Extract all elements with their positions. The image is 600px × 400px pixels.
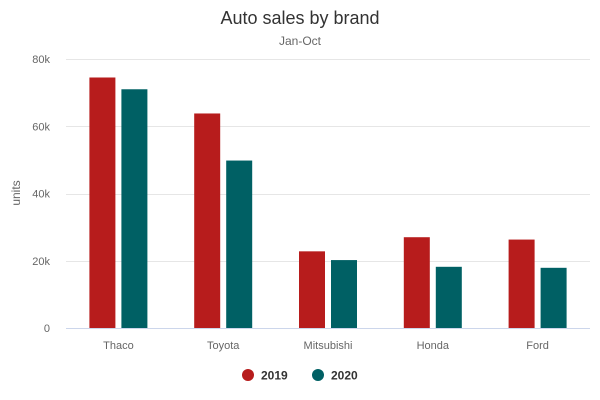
chart-title: Auto sales by brand xyxy=(220,8,379,28)
legend-item-2020[interactable]: 2020 xyxy=(312,369,358,383)
y-tick-label: 20k xyxy=(32,256,50,268)
x-tick-label: Mitsubishi xyxy=(304,340,353,352)
gridlines xyxy=(66,59,590,329)
x-tick-label: Ford xyxy=(526,340,549,352)
bar-honda-2019[interactable] xyxy=(403,237,430,328)
x-tick-label: Honda xyxy=(417,340,450,352)
legend-marker xyxy=(312,369,324,381)
legend: 2019 2020 xyxy=(242,369,358,383)
y-tick-label: 60k xyxy=(32,121,50,133)
legend-label: 2020 xyxy=(331,369,358,383)
bar-mitsubishi-2019[interactable] xyxy=(299,251,325,328)
y-axis-title: units xyxy=(9,180,23,205)
bar-ford-2019[interactable] xyxy=(508,239,535,328)
y-axis-ticks: 0 20k 40k 60k 80k xyxy=(32,54,50,335)
legend-item-2019[interactable]: 2019 xyxy=(242,369,288,383)
y-tick-label: 0 xyxy=(44,323,50,335)
chart-subtitle: Jan-Oct xyxy=(279,34,322,48)
bar-thaco-2019[interactable] xyxy=(89,77,116,329)
y-tick-label: 40k xyxy=(32,189,50,201)
y-tick-label: 80k xyxy=(32,54,50,66)
bar-mitsubishi-2020[interactable] xyxy=(331,260,357,328)
bar-honda-2020[interactable] xyxy=(435,266,462,328)
legend-label: 2019 xyxy=(261,369,288,383)
bar-thaco-2020[interactable] xyxy=(121,89,148,328)
bar-toyota-2019[interactable] xyxy=(194,113,221,328)
bar-ford-2020[interactable] xyxy=(540,267,567,328)
legend-marker xyxy=(242,369,254,381)
x-tick-label: Thaco xyxy=(103,340,134,352)
bar-toyota-2020[interactable] xyxy=(226,160,253,328)
bars xyxy=(89,77,567,329)
x-tick-label: Toyota xyxy=(207,340,240,352)
x-axis-ticks: Thaco Toyota Mitsubishi Honda Ford xyxy=(103,340,549,352)
